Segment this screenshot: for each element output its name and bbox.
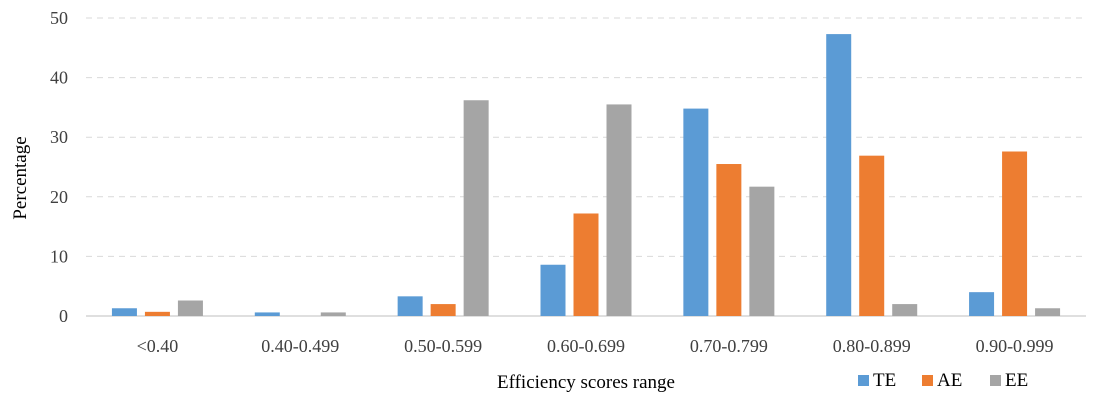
legend-swatch-te: [858, 375, 869, 386]
y-tick-label: 0: [59, 306, 68, 326]
bar-ae: [1002, 151, 1028, 316]
bar-ae: [859, 155, 885, 316]
bar-te: [683, 108, 709, 316]
legend-swatch-ae: [922, 375, 933, 386]
x-tick-label: <0.40: [137, 336, 179, 356]
y-axis-label: Percentage: [10, 136, 31, 219]
y-tick-label: 40: [50, 68, 68, 88]
bar-te: [540, 264, 566, 316]
bar-te: [397, 296, 423, 316]
y-tick-label: 20: [50, 187, 68, 207]
y-tick-label: 30: [50, 127, 68, 147]
x-tick-label: 0.90-0.999: [976, 336, 1054, 356]
bar-ee: [1035, 308, 1061, 316]
y-tick-label: 10: [50, 246, 68, 266]
x-tick-label: 0.60-0.699: [547, 336, 625, 356]
x-axis-label: Efficiency scores range: [497, 372, 675, 393]
bar-te: [111, 308, 137, 316]
bar-ee: [177, 300, 203, 316]
bar-ae: [430, 304, 456, 316]
legend-label-ae: AE: [937, 370, 962, 391]
bar-ae: [144, 311, 170, 316]
gridlines: [86, 17, 1086, 317]
x-axis-ticks: <0.40 0.40-0.499 0.50-0.599 0.60-0.699 0.70-…: [137, 336, 1054, 356]
bar-te: [969, 292, 995, 316]
legend-swatch-ee: [990, 375, 1001, 386]
legend-label-ee: EE: [1005, 370, 1028, 391]
bar-te: [826, 34, 852, 316]
bar-ee: [463, 100, 489, 316]
bar-ee: [606, 104, 632, 316]
x-tick-label: 0.70-0.799: [690, 336, 768, 356]
y-tick-label: 50: [50, 8, 68, 28]
bar-ee: [892, 304, 918, 316]
bar-ee: [749, 186, 775, 316]
legend-label-te: TE: [873, 370, 896, 391]
bar-ee: [320, 312, 346, 316]
bar-te: [254, 312, 280, 316]
x-tick-label: 0.40-0.499: [261, 336, 339, 356]
legend: TE AE EE: [858, 370, 1028, 391]
y-axis-ticks: 0 10 20 30 40 50: [50, 8, 68, 326]
x-tick-label: 0.80-0.899: [833, 336, 911, 356]
bar-ae: [573, 213, 599, 316]
x-tick-label: 0.50-0.599: [404, 336, 482, 356]
bars: [111, 34, 1061, 316]
bar-ae: [716, 164, 742, 316]
